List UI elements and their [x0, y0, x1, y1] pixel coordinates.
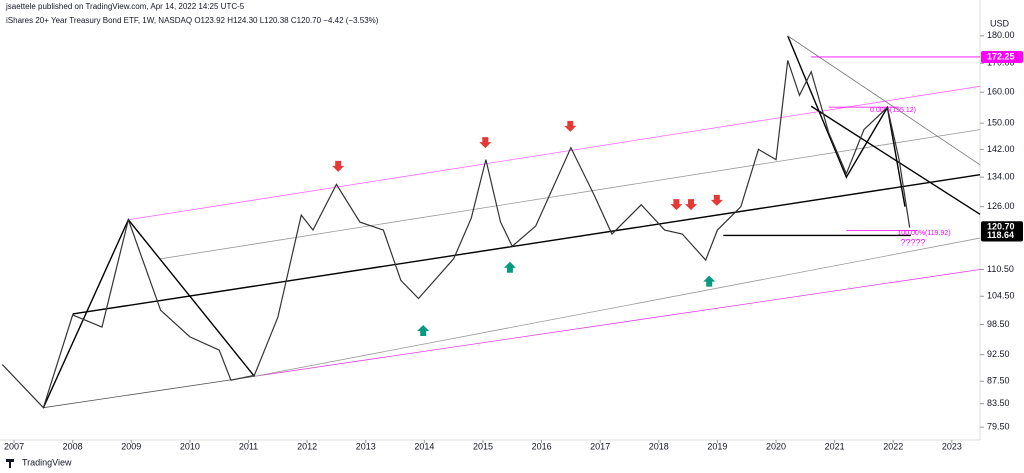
trendline — [72, 173, 981, 315]
price-label-box — [981, 50, 1023, 63]
currency: USD — [990, 18, 1010, 28]
y-tick-label: 180.00 — [987, 30, 1015, 40]
trendline — [810, 105, 981, 215]
y-tick-label: 110.50 — [987, 264, 1014, 274]
price-label-box — [981, 229, 1023, 242]
x-tick-label: 2022 — [883, 441, 903, 451]
y-tick-label: 134.00 — [987, 172, 1015, 182]
y-tick-label: 104.50 — [987, 291, 1015, 301]
y-tick-label: 92.50 — [987, 349, 1010, 359]
x-tick-label: 2009 — [121, 441, 141, 451]
y-tick-label: 160.00 — [987, 87, 1015, 97]
trendline — [128, 85, 981, 221]
up-arrow — [417, 325, 430, 337]
price-line — [1, 60, 911, 409]
trendline — [254, 237, 981, 377]
x-tick-label: 2018 — [649, 441, 669, 451]
y-tick-label: 150.00 — [987, 118, 1015, 128]
down-arrow — [332, 160, 345, 172]
trendline — [254, 269, 981, 377]
publisher: jsaettele published on TradingView.com, … — [5, 2, 245, 11]
x-tick-label: 2014 — [414, 441, 434, 451]
x-tick-label: 2012 — [297, 441, 317, 451]
price-label: 118.64 — [987, 230, 1014, 240]
down-arrow — [710, 194, 723, 206]
trendline — [787, 35, 981, 166]
y-tick-label: 87.50 — [987, 376, 1010, 386]
up-arrow — [703, 275, 716, 287]
trendline — [160, 129, 981, 260]
x-tick-label: 2015 — [473, 441, 493, 451]
x-tick-label: 2010 — [180, 441, 200, 451]
brand: TradingView — [22, 457, 72, 467]
brand-logo — [6, 459, 14, 468]
x-tick-label: 2008 — [63, 441, 83, 451]
down-arrow — [670, 199, 683, 211]
down-arrow — [479, 137, 492, 149]
x-tick-label: 2019 — [707, 441, 727, 451]
x-tick-label: 2011 — [239, 441, 258, 451]
y-tick-label: 142.00 — [987, 144, 1015, 154]
x-tick-label: 2020 — [766, 441, 786, 451]
y-tick-label: 98.50 — [987, 319, 1010, 329]
up-arrow — [503, 261, 516, 273]
fib-label: 0.00%(155.12) — [870, 107, 916, 114]
x-tick-label: 2021 — [825, 441, 845, 451]
x-tick-label: 2007 — [4, 441, 24, 451]
x-tick-label: 2023 — [942, 441, 962, 451]
y-tick-label: 79.50 — [987, 422, 1010, 432]
trendline — [43, 375, 255, 409]
price-label: 172.25 — [987, 51, 1015, 61]
down-arrow — [685, 199, 698, 211]
symbol-info: iShares 20+ Year Treasury Bond ETF, 1W, … — [6, 16, 379, 25]
question-marks: ????? — [900, 237, 925, 247]
fib-label: 100.00%(119.92) — [897, 230, 950, 237]
price-label: 120.70 — [987, 222, 1015, 232]
x-tick-label: 2016 — [532, 441, 552, 451]
x-tick-label: 2013 — [356, 441, 376, 451]
y-tick-label: 83.50 — [987, 398, 1010, 408]
x-tick-label: 2017 — [590, 441, 610, 451]
down-arrow — [564, 120, 577, 132]
y-tick-label: 126.00 — [987, 201, 1015, 211]
